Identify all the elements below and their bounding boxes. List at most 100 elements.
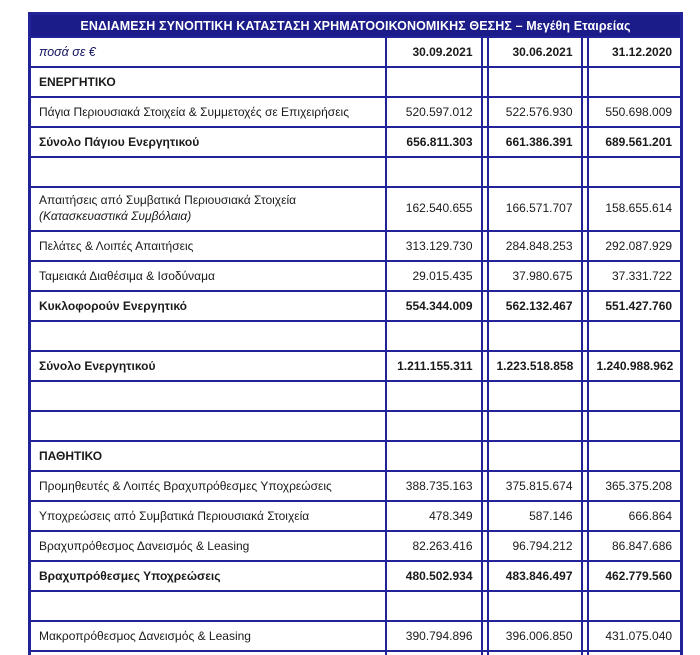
row-value: 284.848.253 [486, 230, 583, 262]
row-value: 96.794.212 [486, 530, 583, 562]
column-gap [379, 260, 386, 292]
row-value: 162.540.655 [384, 186, 483, 232]
row-value [486, 156, 583, 188]
row-label [29, 380, 380, 412]
row-value: 388.735.163 [384, 470, 483, 502]
table-row [29, 156, 683, 188]
column-gap [379, 620, 386, 652]
row-value [384, 590, 483, 622]
row-value: 1.240.988.962 [586, 350, 683, 382]
table-row: Κυκλοφορούν Ενεργητικό 554.344.009 562.132… [29, 290, 683, 322]
table-row: Απαιτήσεις από Συμβατικά Περιουσιακά Στο… [29, 186, 683, 232]
column-gap [379, 36, 386, 68]
table-row [29, 320, 683, 352]
row-value [384, 410, 483, 442]
table-row: Σύνολο Ενεργητικού 1.211.155.311 1.223.518… [29, 350, 683, 382]
row-value [486, 590, 583, 622]
row-value: 396.006.850 [486, 620, 583, 652]
column-gap [379, 156, 386, 188]
row-value: 37.980.675 [486, 260, 583, 292]
row-value: 689.561.201 [586, 126, 683, 158]
row-value [586, 66, 683, 98]
row-value: 292.087.929 [586, 230, 683, 262]
column-gap [581, 650, 588, 655]
column-gap [481, 186, 488, 232]
row-value: 656.811.303 [384, 126, 483, 158]
row-value [384, 156, 483, 188]
table-row: ΠΑΘΗΤΙΚΟ [29, 440, 683, 472]
column-gap [581, 440, 588, 472]
column-gap [581, 530, 588, 562]
row-label: Μακροπρόθεσμος Δανεισμός & Leasing [29, 620, 380, 652]
column-gap [481, 440, 488, 472]
column-gap [581, 380, 588, 412]
column-gap [581, 590, 588, 622]
row-value: 158.655.614 [586, 186, 683, 232]
row-value [384, 320, 483, 352]
table-row: Πάγια Περιουσιακά Στοιχεία & Συμμετοχές … [29, 96, 683, 128]
row-value: 587.146 [486, 500, 583, 532]
column-gap [481, 96, 488, 128]
row-value [384, 440, 483, 472]
column-header-date-3: 31.12.2020 [586, 36, 683, 68]
row-value: 82.263.416 [384, 530, 483, 562]
unit-label: ποσά σε € [29, 36, 380, 68]
column-gap [481, 36, 488, 68]
row-value [586, 440, 683, 472]
table-row: Μακροπρόθεσμος Δανεισμός & Leasing 390.79… [29, 620, 683, 652]
column-gap [481, 126, 488, 158]
table-row [29, 590, 683, 622]
row-value: 375.815.674 [486, 470, 583, 502]
table-row: Υποχρεώσεις από Συμβατικά Περιουσιακά Στ… [29, 500, 683, 532]
column-gap [481, 620, 488, 652]
column-gap [379, 320, 386, 352]
row-label [29, 156, 380, 188]
row-value [486, 410, 583, 442]
table-row: Σύνολο Πάγιου Ενεργητικού 656.811.303 661.… [29, 126, 683, 158]
row-value: 29.015.435 [384, 260, 483, 292]
column-gap [481, 230, 488, 262]
row-value: 1.211.155.311 [384, 350, 483, 382]
column-gap [481, 500, 488, 532]
row-value [586, 590, 683, 622]
row-value: 1.223.518.858 [486, 350, 583, 382]
table-row [29, 410, 683, 442]
row-value [486, 320, 583, 352]
column-gap [581, 320, 588, 352]
column-gap [481, 260, 488, 292]
row-value: 390.794.896 [384, 620, 483, 652]
column-gap [481, 290, 488, 322]
column-gap [379, 560, 386, 592]
row-value: 550.698.009 [586, 96, 683, 128]
column-gap [379, 126, 386, 158]
column-gap [379, 650, 386, 655]
table-row [29, 380, 683, 412]
row-value: 661.386.391 [486, 126, 583, 158]
column-gap [379, 530, 386, 562]
row-value: 520.597.012 [384, 96, 483, 128]
table-header-row: ποσά σε € 30.09.2021 30.06.2021 31.12.20… [29, 36, 683, 68]
row-label: Απαιτήσεις από Συμβατικά Περιουσιακά Στο… [29, 186, 380, 232]
row-label [29, 590, 380, 622]
column-gap [379, 96, 386, 128]
column-gap [379, 410, 386, 442]
column-gap [581, 230, 588, 262]
table-title-row: ΕΝΔΙΑΜΕΣΗ ΣΥΝΟΠΤΙΚΗ ΚΑΤΑΣΤΑΣΗ ΧΡΗΜΑΤΟΟΙΚ… [29, 12, 682, 38]
row-label [29, 320, 380, 352]
column-gap [379, 590, 386, 622]
column-gap [379, 440, 386, 472]
column-gap [481, 66, 488, 98]
column-gap [481, 156, 488, 188]
row-label: Προμηθευτές & Λοιπές Βραχυπρόθεσμες Υποχ… [29, 470, 380, 502]
row-value [586, 410, 683, 442]
row-label: ΕΝΕΡΓΗΤΙΚΟ [29, 66, 380, 98]
row-value: 86.847.686 [586, 530, 683, 562]
row-value: 554.344.009 [384, 290, 483, 322]
column-gap [481, 350, 488, 382]
column-gap [581, 36, 588, 68]
row-value [586, 380, 683, 412]
column-gap [581, 260, 588, 292]
row-value: 562.132.467 [486, 290, 583, 322]
row-label: ΠΑΘΗΤΙΚΟ [29, 440, 380, 472]
